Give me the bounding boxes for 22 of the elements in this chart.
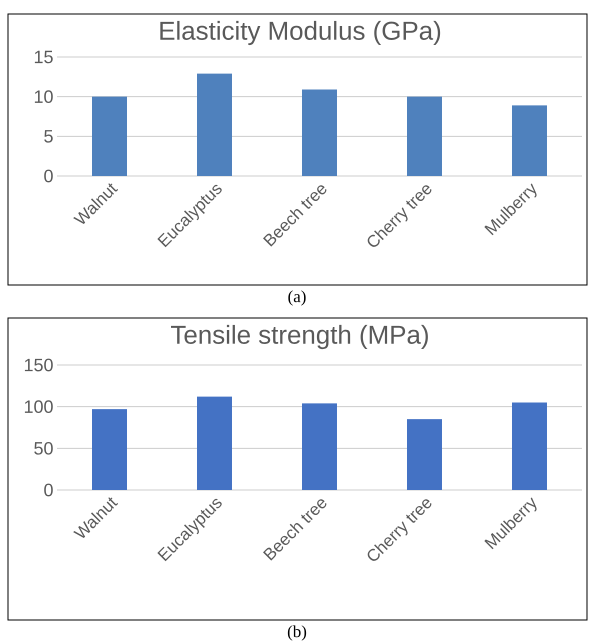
y-tick-label: 0 [44,170,53,182]
y-tick-label: 50 [34,442,53,455]
bar [406,419,442,490]
bar [92,409,127,490]
bar [197,74,232,176]
chart-title: Elasticity Modulus (GPa) [160,20,440,46]
y-tick-label: 10 [34,90,53,104]
bar [302,403,337,490]
bar [302,90,337,176]
bar [512,105,547,176]
bar [197,396,232,490]
text: (b) [288,625,306,641]
chart-title: Tensile strength (MPa) [171,324,428,350]
y-tick-label: 0 [44,484,53,496]
bar [406,96,442,176]
y-tick-label: 100 [24,400,53,414]
y-tick-label: 15 [34,50,53,64]
bar [512,402,547,490]
y-tick-label: 5 [44,130,53,143]
bar [92,96,127,176]
y-tick-label: 150 [24,358,53,372]
text: (a) [288,290,306,306]
